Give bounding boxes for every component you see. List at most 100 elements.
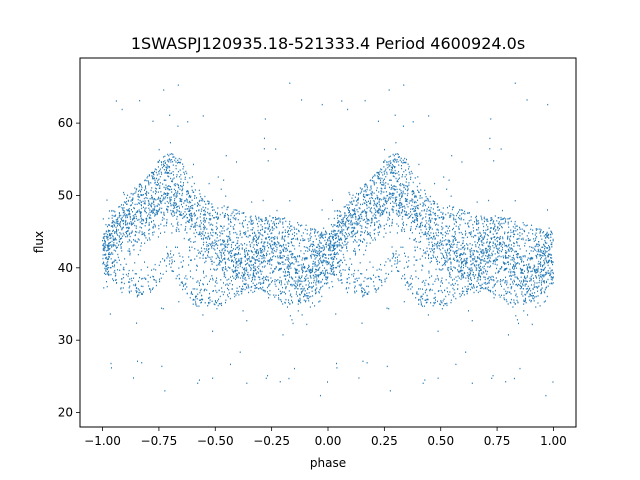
data-point	[241, 257, 243, 260]
data-point	[107, 233, 109, 236]
data-point	[550, 276, 552, 278]
data-point	[150, 291, 152, 293]
data-point	[420, 240, 422, 243]
data-point	[189, 228, 191, 230]
data-point	[546, 272, 548, 275]
data-point	[436, 206, 438, 208]
data-point	[157, 205, 159, 207]
data-point	[365, 214, 367, 216]
data-point	[346, 291, 348, 294]
data-point	[217, 256, 219, 259]
data-point	[403, 267, 405, 269]
data-point	[199, 231, 201, 233]
data-point	[354, 227, 356, 229]
data-point	[513, 242, 515, 245]
data-point	[403, 170, 405, 173]
data-point	[263, 137, 265, 140]
data-point	[460, 244, 462, 247]
data-point	[413, 205, 415, 208]
data-point	[212, 235, 214, 237]
data-point	[170, 196, 172, 198]
data-point	[307, 298, 309, 300]
data-point	[255, 256, 257, 258]
data-point	[255, 218, 257, 221]
data-point	[383, 173, 385, 175]
data-point	[339, 264, 341, 266]
data-point	[358, 277, 360, 279]
data-point	[172, 210, 174, 212]
data-point	[528, 295, 530, 298]
data-point	[202, 230, 204, 233]
data-point	[436, 203, 438, 205]
data-point	[283, 291, 285, 294]
data-point	[282, 226, 284, 228]
data-point	[124, 215, 126, 217]
data-point	[119, 244, 121, 246]
data-point	[312, 295, 314, 297]
data-point	[509, 291, 511, 294]
data-point	[165, 166, 167, 168]
data-point	[305, 224, 307, 226]
data-point	[539, 250, 541, 252]
data-point	[513, 245, 515, 247]
data-point	[405, 200, 407, 202]
data-point	[281, 232, 283, 234]
data-point	[136, 203, 138, 206]
data-point	[475, 245, 477, 248]
data-point	[265, 252, 267, 255]
data-point	[152, 172, 154, 174]
data-point	[142, 232, 144, 235]
data-point	[410, 208, 412, 210]
data-point	[509, 274, 511, 277]
data-point	[477, 264, 479, 266]
data-point	[151, 187, 153, 189]
data-point	[359, 216, 361, 218]
data-point	[155, 284, 157, 287]
data-point	[431, 241, 433, 244]
data-point	[356, 232, 358, 234]
data-point	[450, 284, 452, 286]
data-point	[486, 282, 488, 285]
data-point	[473, 291, 475, 294]
data-point	[470, 216, 472, 218]
data-point	[200, 220, 202, 222]
data-point	[172, 153, 174, 156]
data-point	[225, 195, 227, 197]
data-point	[306, 295, 308, 297]
data-point	[210, 218, 212, 220]
data-point	[359, 262, 361, 264]
data-point	[244, 251, 246, 253]
data-point	[154, 170, 156, 173]
data-point	[378, 172, 380, 174]
data-point	[228, 252, 230, 255]
data-point	[447, 248, 449, 251]
data-point	[409, 173, 411, 175]
data-point	[395, 253, 397, 255]
data-point	[156, 177, 157, 180]
data-point	[105, 246, 107, 248]
data-point	[205, 260, 207, 262]
data-point	[529, 295, 531, 297]
data-point	[270, 237, 272, 239]
data-point	[164, 390, 166, 392]
data-point	[160, 171, 162, 174]
data-point	[278, 222, 280, 225]
data-point	[379, 279, 381, 281]
data-point	[313, 244, 315, 247]
data-point	[186, 232, 188, 234]
data-point	[364, 289, 366, 291]
data-point	[285, 259, 287, 261]
data-point	[347, 216, 349, 219]
data-point	[117, 269, 119, 271]
data-point	[121, 219, 123, 222]
data-point	[531, 246, 533, 249]
data-point	[310, 229, 312, 231]
data-point	[481, 252, 483, 255]
data-point	[371, 194, 373, 196]
data-point	[473, 249, 475, 252]
data-point	[441, 282, 443, 284]
data-point	[315, 291, 317, 293]
data-point	[314, 263, 316, 266]
data-point	[384, 200, 386, 202]
data-point	[199, 233, 201, 236]
